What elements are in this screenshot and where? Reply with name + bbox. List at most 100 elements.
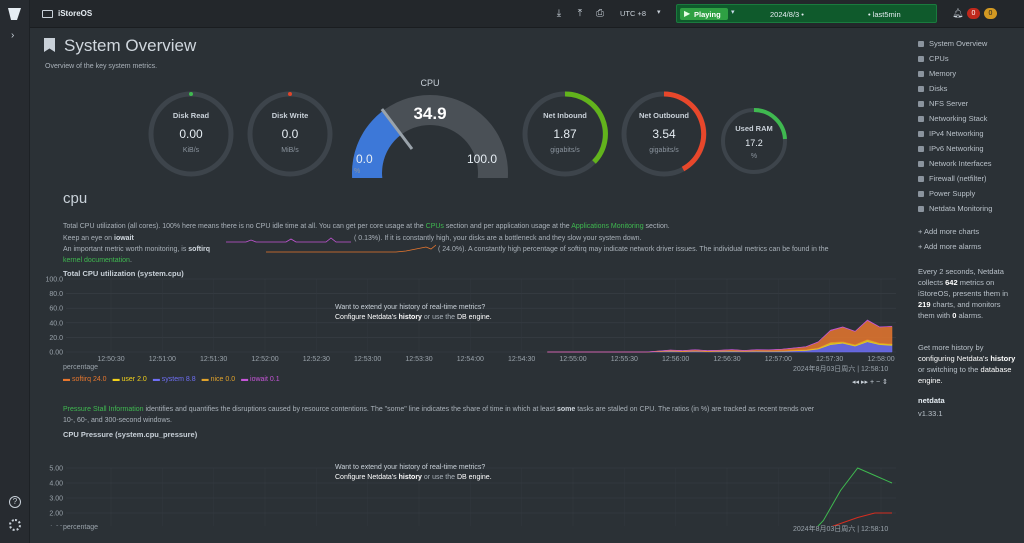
legend-item-system[interactable]: ▬ system 8.8	[152, 376, 196, 383]
nav-item-power-supply[interactable]: Power Supply	[918, 189, 975, 198]
cpu-chart-legend: ▬ softirq 24.0 ▬ user 2.0 ▬ system 8.8 ▬ ni…	[63, 376, 280, 383]
cpu-chart[interactable]: 100.0 80.0 60.0 40.0 20.0 0.00 12:50:30 12:51:0…	[30, 276, 910, 364]
kernel-documentation-link[interactable]: kernel documentation	[63, 257, 130, 264]
cpu-gauge-min: 0.0	[356, 152, 373, 166]
nav-item-label: CPUs	[929, 54, 949, 63]
cpu-chart-unit: percentage	[63, 364, 99, 371]
disk-read-gauge[interactable]: Disk Read 0.00 KiB/s	[147, 90, 235, 178]
cpu-chart-controls[interactable]: ◂◂ ▸▸ + − ⇕	[852, 379, 888, 386]
nav-item-system-overview[interactable]: System Overview	[918, 39, 987, 48]
y-tick-label: 1.00	[49, 526, 63, 527]
nav-item-label: Memory	[929, 69, 957, 78]
nav-item-icon	[918, 40, 924, 47]
pressure-chart-overlay: Want to extend your history of real-time…	[335, 464, 492, 481]
database-engine-link[interactable]: database engine.	[918, 365, 1012, 385]
pressure-chart-unit: percentage	[63, 524, 99, 531]
info1-a: Every 2 seconds, Netdata collects	[918, 267, 1004, 287]
nav-item-label: Disks	[929, 84, 948, 93]
cpu-gauge[interactable]: CPU 34.9 0.0 % 100.0	[350, 78, 510, 178]
net-inbound-unit: gigabits/s	[550, 147, 580, 154]
add-more-alarms-link[interactable]: + Add more alarms	[918, 242, 982, 251]
app-name[interactable]: iStoreOS	[58, 9, 93, 18]
playback-panel[interactable]: ▶ Playing ▾ 2024/8/3 • • last5min	[676, 4, 937, 23]
download-icon[interactable]: ⤓	[556, 8, 562, 19]
psi-text-post: tasks are stalled on CPU. The ratios (in…	[577, 406, 815, 413]
configuring-link[interactable]: configuring Netdata's	[918, 354, 989, 363]
pressure-history-link[interactable]: history	[398, 474, 422, 481]
iowait-sparkline	[226, 237, 351, 243]
nav-item-netdata-monitoring[interactable]: Netdata Monitoring	[918, 204, 992, 213]
help-icon[interactable]: ?	[9, 496, 21, 508]
history-word[interactable]: history	[990, 354, 1016, 363]
overlay-line2: Configure Netdata's history or use the D…	[335, 314, 492, 321]
expand-chevron-icon[interactable]: ›	[11, 30, 15, 41]
used-ram-value: 17.2	[745, 138, 763, 148]
iowait-pre: Keep an eye on	[63, 235, 113, 242]
timezone-selector[interactable]: UTC +8	[620, 9, 647, 18]
x-tick-label: 12:51:30	[200, 356, 227, 363]
nav-item-icon	[918, 70, 924, 77]
legend-item-nice[interactable]: ▬ nice 0.0	[201, 376, 236, 383]
cpu-section-heading: cpu	[63, 190, 88, 207]
nav-item-icon	[918, 100, 924, 107]
add-more-charts-link[interactable]: + Add more charts	[918, 227, 980, 236]
x-tick-label: 12:55:00	[559, 356, 586, 363]
psi-link[interactable]: Pressure Stall Information	[63, 406, 144, 413]
nav-item-disks[interactable]: Disks	[918, 84, 947, 93]
cpu-pressure-chart[interactable]: 5.004.003.002.001.000.0012:50:3012:51:00…	[30, 434, 910, 526]
settings-gear-icon[interactable]	[9, 519, 21, 531]
nav-item-label: Network Interfaces	[929, 159, 992, 168]
nav-item-ipv6-networking[interactable]: IPv6 Networking	[918, 144, 984, 153]
cpu-gauge-needle	[380, 108, 414, 150]
cpu-gauge-value: 34.9	[413, 104, 447, 123]
nav-item-ipv4-networking[interactable]: IPv4 Networking	[918, 129, 984, 138]
time-range[interactable]: • last5min	[868, 10, 901, 19]
cpu-chart-timestamp: 2024年8月03日周六 | 12:58:10	[793, 366, 889, 373]
upload-icon[interactable]: ⤒	[577, 8, 583, 19]
db-engine-link[interactable]: DB engine	[457, 314, 490, 321]
used-ram-gauge[interactable]: Used RAM 17.2 %	[719, 106, 789, 176]
nav-item-memory[interactable]: Memory	[918, 69, 956, 78]
net-outbound-gauge[interactable]: Net Outbound 3.54 gigabits/s	[620, 90, 708, 178]
cpu-gauge-fill	[352, 110, 402, 178]
disk-read-label: Disk Read	[172, 111, 210, 120]
alert-critical-badge[interactable]: 0	[967, 8, 980, 19]
timezone-chevron-icon[interactable]: ▾	[657, 9, 661, 16]
legend-item-iowait[interactable]: ▬ iowait 0.1	[241, 376, 280, 383]
space-icon	[42, 10, 53, 18]
netdata-logo[interactable]	[7, 7, 23, 21]
legend-item-softirq[interactable]: ▬ softirq 24.0	[63, 376, 107, 383]
bell-icon[interactable]: 🔔︎	[952, 8, 964, 18]
applications-monitoring-link[interactable]: Applications Monitoring	[571, 223, 644, 230]
nav-item-icon	[918, 55, 924, 62]
net-outbound-unit: gigabits/s	[649, 147, 679, 154]
info1-metrics-count: 642	[945, 278, 958, 287]
iowait-description: Keep an eye on iowait	[63, 235, 134, 242]
print-icon[interactable]: ⎙	[596, 8, 604, 19]
nav-item-label: Networking Stack	[929, 114, 988, 123]
info2-d: or switching to the	[918, 365, 979, 374]
nav-item-firewall-netfilter[interactable]: Firewall (netfilter)	[918, 174, 987, 183]
pressure-db-engine-link[interactable]: DB engine	[457, 474, 490, 481]
playing-badge[interactable]: ▶ Playing	[680, 8, 728, 20]
y-tick-label: 0.00	[49, 350, 63, 357]
cpus-link[interactable]: CPUs	[425, 223, 444, 230]
nav-item-cpus[interactable]: CPUs	[918, 54, 949, 63]
disk-write-gauge[interactable]: Disk Write 0.0 MiB/s	[246, 90, 334, 178]
nav-item-nfs-server[interactable]: NFS Server	[918, 99, 968, 108]
x-tick-label: 12:50:30	[97, 356, 124, 363]
net-inbound-gauge[interactable]: Net Inbound 1.87 gigabits/s	[521, 90, 609, 178]
nav-item-network-interfaces[interactable]: Network Interfaces	[918, 159, 992, 168]
alert-warning-badge[interactable]: 0	[984, 8, 997, 19]
nav-item-networking-stack[interactable]: Networking Stack	[918, 114, 987, 123]
y-tick-label: 80.0	[49, 291, 63, 298]
x-tick-label: 12:52:30	[303, 356, 330, 363]
used-ram-label: Used RAM	[735, 124, 773, 133]
legend-item-user[interactable]: ▬ user 2.0	[112, 376, 147, 383]
softirq-sparkline	[266, 244, 436, 253]
history-link[interactable]: history	[398, 314, 422, 321]
net-inbound-label: Net Inbound	[543, 111, 587, 120]
softirq-pre: An important metric worth monitoring, is	[63, 246, 187, 253]
playing-menu-chevron-icon[interactable]: ▾	[731, 9, 735, 16]
disk-write-unit: MiB/s	[281, 147, 299, 154]
